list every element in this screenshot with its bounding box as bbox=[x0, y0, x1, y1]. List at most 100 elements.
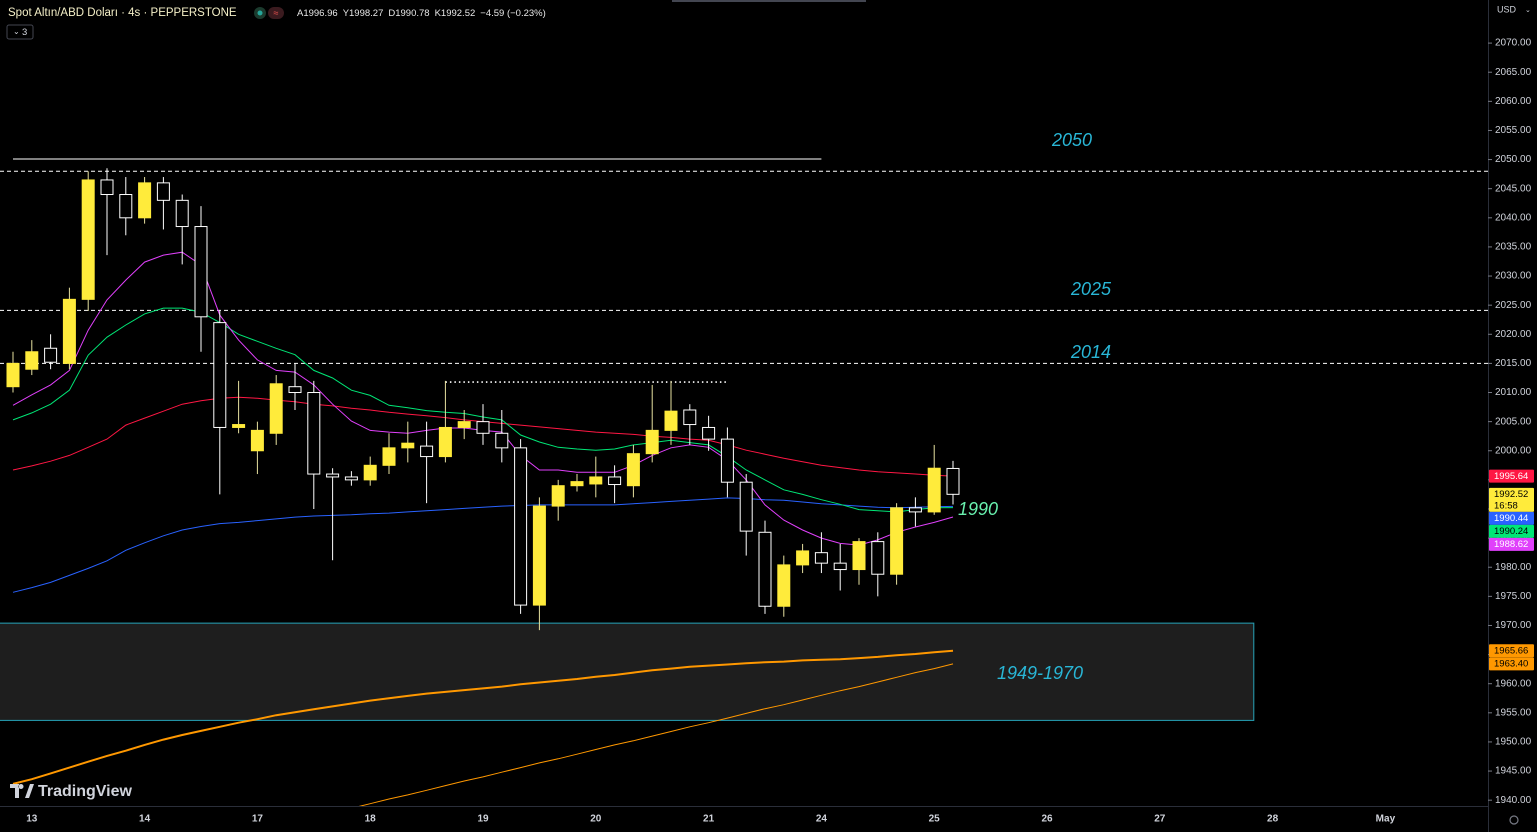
x-tick-label: 18 bbox=[365, 814, 377, 825]
ohlc-value: −4.59 (−0.23%) bbox=[480, 8, 546, 19]
x-tick-label: 14 bbox=[139, 814, 151, 825]
candle-body bbox=[194, 226, 208, 318]
candle-body bbox=[81, 179, 95, 300]
candle-body bbox=[946, 467, 960, 495]
candle-body bbox=[626, 453, 640, 487]
annotation: 2050 bbox=[1051, 130, 1092, 150]
y-tick-label: 1960.00 bbox=[1495, 678, 1532, 689]
price-tag bbox=[1489, 537, 1534, 551]
y-tick-label: 2025.00 bbox=[1495, 300, 1532, 311]
x-tick-label: 19 bbox=[477, 814, 489, 825]
candle-body bbox=[871, 541, 885, 575]
price-tag bbox=[1489, 487, 1534, 512]
ohlc-value: D1990.78 bbox=[388, 8, 429, 19]
indicator-chevron: ⌄ bbox=[13, 27, 20, 36]
x-tick-label: 26 bbox=[1041, 814, 1053, 825]
candle-body bbox=[307, 392, 321, 475]
x-tick-label: 28 bbox=[1267, 814, 1279, 825]
candle-body bbox=[232, 424, 246, 428]
candle-body bbox=[62, 298, 76, 364]
candle-body bbox=[551, 485, 565, 507]
price-tag-label: 1965.66 bbox=[1494, 646, 1528, 657]
price-tag bbox=[1489, 657, 1534, 671]
candle-body bbox=[927, 467, 941, 513]
y-tick-label: 1955.00 bbox=[1495, 707, 1532, 718]
candle-body bbox=[476, 421, 490, 434]
y-tick-label: 2030.00 bbox=[1495, 271, 1532, 282]
currency-chevron: ⌄ bbox=[1525, 7, 1531, 14]
candle-body bbox=[119, 194, 133, 219]
y-tick-label: 2015.00 bbox=[1495, 358, 1532, 369]
settings-icon[interactable] bbox=[1509, 815, 1519, 825]
candle-body bbox=[326, 473, 340, 478]
candle-body bbox=[664, 410, 678, 431]
y-tick-label: 2050.00 bbox=[1495, 154, 1532, 165]
candle-body bbox=[833, 562, 847, 571]
y-tick-label: 1950.00 bbox=[1495, 737, 1532, 748]
x-tick-label: 21 bbox=[703, 814, 715, 825]
ohlc-value: K1992.52 bbox=[435, 8, 476, 19]
ohlc-value: Y1998.27 bbox=[343, 8, 384, 19]
candle-body bbox=[514, 447, 528, 606]
candle-body bbox=[739, 481, 753, 532]
candle-body bbox=[777, 564, 791, 607]
candle-body bbox=[269, 383, 283, 434]
indicator-count: 3 bbox=[22, 27, 27, 38]
candle-body bbox=[25, 351, 39, 370]
annotation: 2025 bbox=[1070, 279, 1112, 299]
x-tick-label: 27 bbox=[1154, 814, 1166, 825]
candle-body bbox=[44, 347, 58, 363]
ma-line bbox=[12, 497, 954, 593]
candle-body bbox=[344, 476, 358, 481]
candle-body bbox=[532, 505, 546, 606]
y-tick-label: 2005.00 bbox=[1495, 416, 1532, 427]
candle-body bbox=[250, 429, 264, 452]
candle-body bbox=[852, 541, 866, 571]
x-tick-label: 13 bbox=[26, 814, 38, 825]
candle-body bbox=[438, 426, 452, 458]
y-tick-label: 2040.00 bbox=[1495, 212, 1532, 223]
y-tick-label: 2070.00 bbox=[1495, 38, 1532, 49]
plot-area bbox=[0, 158, 1488, 806]
price-tag bbox=[1489, 511, 1534, 525]
top-handle bbox=[672, 0, 866, 2]
market-icon-glyph: ≈ bbox=[274, 8, 279, 18]
y-tick-label: 2055.00 bbox=[1495, 125, 1532, 136]
x-tick-label: 17 bbox=[252, 814, 264, 825]
candle-body bbox=[758, 531, 772, 607]
y-tick-label: 1975.00 bbox=[1495, 591, 1532, 602]
candle-body bbox=[908, 507, 922, 513]
price-tag-label: 1988.62 bbox=[1494, 539, 1528, 550]
x-tick-label: 20 bbox=[590, 814, 602, 825]
indicator-toggle[interactable] bbox=[6, 24, 34, 40]
x-tick-label: 24 bbox=[816, 814, 828, 825]
annotation: 1949-1970 bbox=[997, 663, 1083, 683]
y-tick-label: 2035.00 bbox=[1495, 242, 1532, 253]
ohlc-value: A1996.96 bbox=[297, 8, 338, 19]
y-tick-label: 2000.00 bbox=[1495, 445, 1532, 456]
watermark-text: TradingView bbox=[38, 783, 133, 800]
y-tick-label: 1945.00 bbox=[1495, 766, 1532, 777]
candle-body bbox=[645, 429, 659, 455]
price-tag-label: 1963.40 bbox=[1494, 659, 1528, 670]
ma-line bbox=[12, 649, 954, 785]
price-tag-label: 1992.52 bbox=[1494, 489, 1528, 500]
candle-body bbox=[796, 550, 810, 566]
candle-body bbox=[890, 507, 904, 575]
annotation: 2014 bbox=[1070, 342, 1111, 362]
candle-body bbox=[156, 182, 170, 201]
candle-body bbox=[608, 476, 622, 486]
candle-body bbox=[363, 464, 377, 481]
x-tick-label: May bbox=[1376, 814, 1396, 825]
annotation: 1990 bbox=[958, 499, 998, 519]
zone bbox=[0, 622, 1255, 721]
y-tick-label: 2020.00 bbox=[1495, 329, 1532, 340]
price-tag-label: 1995.64 bbox=[1494, 471, 1528, 482]
candle-body bbox=[6, 362, 20, 388]
price-tag-label: 1990.44 bbox=[1494, 513, 1528, 524]
currency-label[interactable]: USD bbox=[1497, 4, 1517, 14]
watermark: TradingView bbox=[10, 783, 133, 800]
y-tick-label: 2045.00 bbox=[1495, 183, 1532, 194]
candle-body bbox=[420, 445, 434, 458]
price-tag bbox=[1489, 644, 1534, 658]
